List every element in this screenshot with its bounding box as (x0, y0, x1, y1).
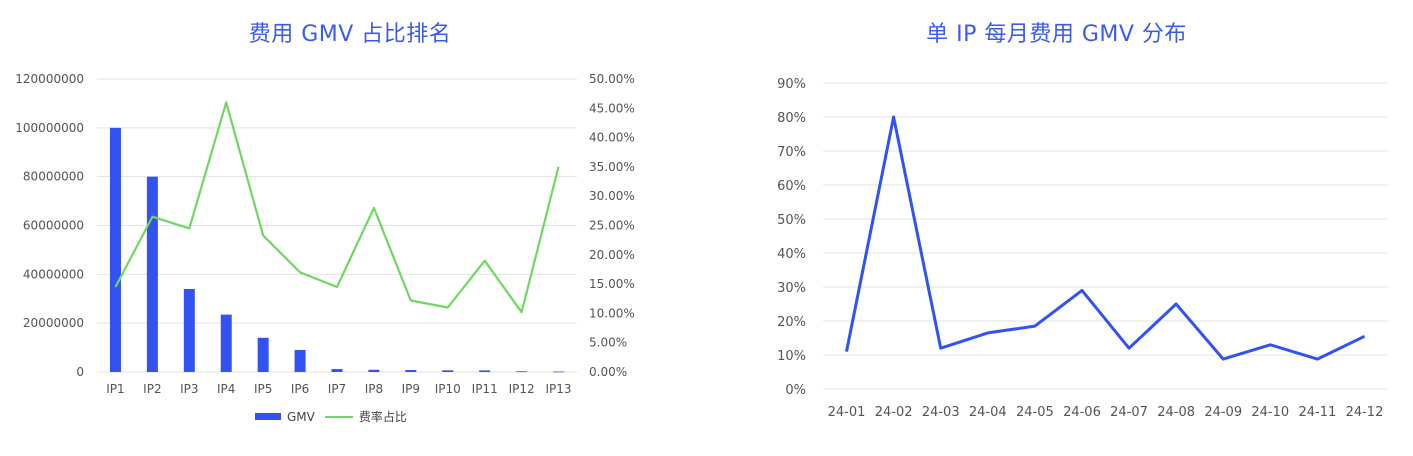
y-left-tick-label: 40000000 (23, 267, 84, 281)
y-right-tick-label: 0.00% (589, 365, 627, 379)
y-right-tick-label: 45.00% (589, 101, 635, 115)
y-right-tick-label: 25.00% (589, 219, 635, 233)
x-tick-label: IP12 (509, 382, 535, 396)
y-tick-label: 30% (777, 281, 806, 296)
x-tick-label: 24-06 (1063, 405, 1101, 420)
x-tick-label: 24-08 (1157, 405, 1195, 420)
left-chart-panel: 费用 GMV 占比排名 0 20000000 40000000 60000000 800… (0, 0, 700, 456)
gmv-bar (294, 350, 306, 372)
y-right-tick-label: 40.00% (589, 131, 635, 145)
x-tick-label: IP10 (435, 382, 461, 396)
left-chart-legend: GMV 费率占比 (255, 408, 407, 425)
x-tick-label: IP7 (328, 382, 346, 396)
y-tick-label: 70% (777, 145, 806, 160)
y-tick-label: 50% (777, 213, 806, 228)
y-left-tick-label: 120000000 (15, 72, 84, 86)
x-tick-label: 24-01 (828, 405, 866, 420)
gmv-bar (146, 176, 158, 372)
y-left-tick-label: 0 (76, 365, 84, 379)
gmv-bar (479, 370, 491, 372)
y-tick-label: 10% (777, 349, 806, 364)
y-left-tick-label: 20000000 (23, 316, 84, 330)
y-right-tick-label: 30.00% (589, 189, 635, 203)
x-tick-label: IP9 (402, 382, 420, 396)
right-chart-title: 单 IP 每月费用 GMV 分布 (926, 22, 1187, 47)
x-tick-label: IP3 (180, 382, 198, 396)
x-tick-label: IP8 (365, 382, 383, 396)
x-tick-label: 24-03 (922, 405, 960, 420)
legend-gmv-label: GMV (287, 409, 315, 424)
y-right-tick-label: 10.00% (589, 306, 635, 320)
x-tick-label: 24-10 (1251, 405, 1289, 420)
gmv-bar (257, 337, 269, 372)
gmv-bar (220, 314, 232, 372)
x-tick-label: 24-04 (969, 405, 1007, 420)
gmv-bar (331, 369, 343, 372)
gmv-bar (405, 370, 417, 372)
y-tick-label: 90% (777, 77, 806, 92)
legend-rate-label: 费率占比 (358, 410, 407, 424)
x-tick-label: 24-05 (1016, 405, 1054, 420)
x-tick-label: 24-09 (1204, 405, 1242, 420)
legend-rate-swatch (324, 415, 353, 418)
gmv-bar (368, 369, 380, 372)
y-left-tick-label: 100000000 (15, 121, 84, 135)
y-tick-label: 0% (785, 383, 806, 398)
y-left-tick-label: 80000000 (23, 170, 84, 184)
gmv-bar (553, 371, 565, 373)
rate-series-line (114, 101, 560, 314)
gmv-bar (442, 370, 454, 372)
left-chart-title: 费用 GMV 占比排名 (248, 22, 452, 47)
y-tick-label: 20% (777, 315, 806, 330)
x-tick-label: IP4 (217, 382, 235, 396)
x-tick-label: IP2 (143, 382, 161, 396)
monthly-series-line (845, 115, 1366, 361)
y-right-tick-label: 5.00% (589, 336, 627, 350)
y-right-tick-label: 15.00% (589, 277, 635, 291)
y-tick-label: 80% (777, 111, 806, 126)
x-tick-label: 24-11 (1298, 405, 1336, 420)
legend-gmv-swatch (255, 413, 281, 420)
x-tick-label: IP11 (472, 382, 498, 396)
left-chart-svg: 0 20000000 40000000 60000000 80000000 1000000… (15, 72, 635, 396)
gmv-bar (516, 371, 528, 373)
x-tick-label: 24-02 (875, 405, 913, 420)
y-right-tick-label: 50.00% (589, 72, 635, 86)
gmv-bar (183, 288, 195, 372)
right-chart-panel: 单 IP 每月费用 GMV 分布 0% 10% 20% 30% 40% 50% 60% 70%… (700, 0, 1413, 456)
y-left-tick-label: 60000000 (23, 219, 84, 233)
y-tick-label: 60% (777, 179, 806, 194)
x-tick-label: 24-07 (1110, 405, 1148, 420)
x-tick-label: 24-12 (1346, 405, 1384, 420)
y-right-tick-label: 20.00% (589, 248, 635, 262)
x-tick-label: IP6 (291, 382, 309, 396)
x-tick-label: IP5 (254, 382, 272, 396)
right-chart-svg: 0% 10% 20% 30% 40% 50% 60% 70% 80% 90% 24-01 24-02 2… (777, 77, 1388, 420)
gmv-bar (109, 127, 121, 372)
x-tick-label: IP1 (106, 382, 124, 396)
x-tick-label: IP13 (546, 382, 572, 396)
y-tick-label: 40% (777, 247, 806, 262)
y-right-tick-label: 35.00% (589, 160, 635, 174)
